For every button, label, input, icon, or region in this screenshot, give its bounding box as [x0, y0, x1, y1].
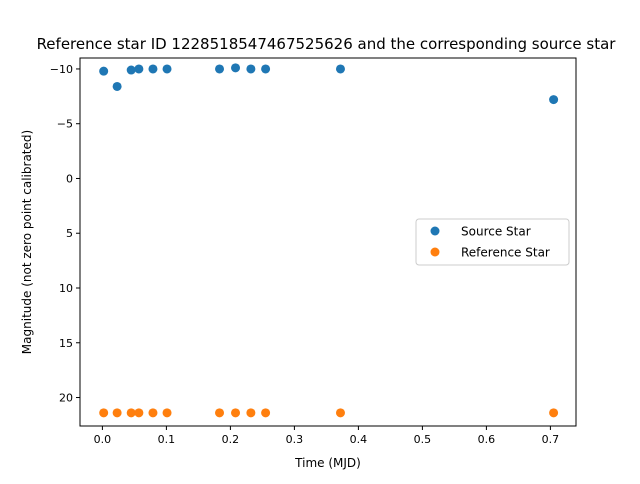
x-tick-label: 0.3	[286, 433, 304, 446]
data-point-source-star	[261, 64, 271, 74]
data-points	[99, 63, 559, 418]
data-point-reference-star	[148, 408, 158, 418]
legend-label-source-star: Source Star	[461, 225, 531, 239]
data-point-reference-star	[549, 408, 559, 418]
x-tick-label: 0.0	[94, 433, 112, 446]
x-tick-label: 0.2	[222, 433, 240, 446]
legend: Source Star Reference Star	[415, 218, 570, 266]
legend-box	[415, 218, 570, 266]
data-point-reference-star	[215, 408, 225, 418]
data-point-source-star	[99, 66, 109, 76]
x-tick-label: 0.1	[158, 433, 176, 446]
data-point-source-star	[335, 64, 345, 74]
y-tick-label: 0	[66, 172, 73, 185]
data-point-source-star	[126, 65, 136, 75]
x-axis-label: Time (MJD)	[294, 456, 361, 470]
legend-label-reference-star: Reference Star	[461, 246, 550, 260]
data-point-reference-star	[112, 408, 122, 418]
data-point-source-star	[231, 63, 241, 73]
data-point-source-star	[134, 64, 144, 74]
x-axis: 0.0 0.1 0.2 0.3 0.4 0.5 0.6 0.7	[94, 426, 560, 446]
data-point-source-star	[246, 64, 256, 74]
y-tick-label: 5	[66, 227, 73, 240]
y-tick-label: 15	[59, 337, 73, 350]
data-point-reference-star	[246, 408, 256, 418]
legend-marker-reference-star	[430, 247, 440, 257]
data-point-reference-star	[231, 408, 241, 418]
y-tick-label: −5	[57, 118, 73, 131]
data-point-source-star	[215, 64, 225, 74]
data-point-reference-star	[134, 408, 144, 418]
y-axis: −10 −5 0 5 10 15 20	[50, 63, 80, 405]
y-tick-label: −10	[50, 63, 73, 76]
data-point-reference-star	[99, 408, 109, 418]
x-tick-label: 0.4	[350, 433, 368, 446]
data-point-reference-star	[126, 408, 136, 418]
y-axis-label: Magnitude (not zero point calibrated)	[20, 130, 34, 354]
x-tick-label: 0.7	[542, 433, 560, 446]
data-point-source-star	[148, 64, 158, 74]
x-tick-label: 0.6	[478, 433, 496, 446]
data-point-reference-star	[162, 408, 172, 418]
legend-marker-source-star	[430, 226, 440, 236]
chart-title: Reference star ID 1228518547467525626 an…	[37, 35, 617, 53]
y-tick-label: 10	[59, 282, 73, 295]
x-tick-label: 0.5	[414, 433, 432, 446]
data-point-reference-star	[261, 408, 271, 418]
data-point-reference-star	[335, 408, 345, 418]
y-tick-label: 20	[59, 392, 73, 405]
data-point-source-star	[549, 95, 559, 105]
data-point-source-star	[112, 81, 122, 91]
data-point-source-star	[162, 64, 172, 74]
